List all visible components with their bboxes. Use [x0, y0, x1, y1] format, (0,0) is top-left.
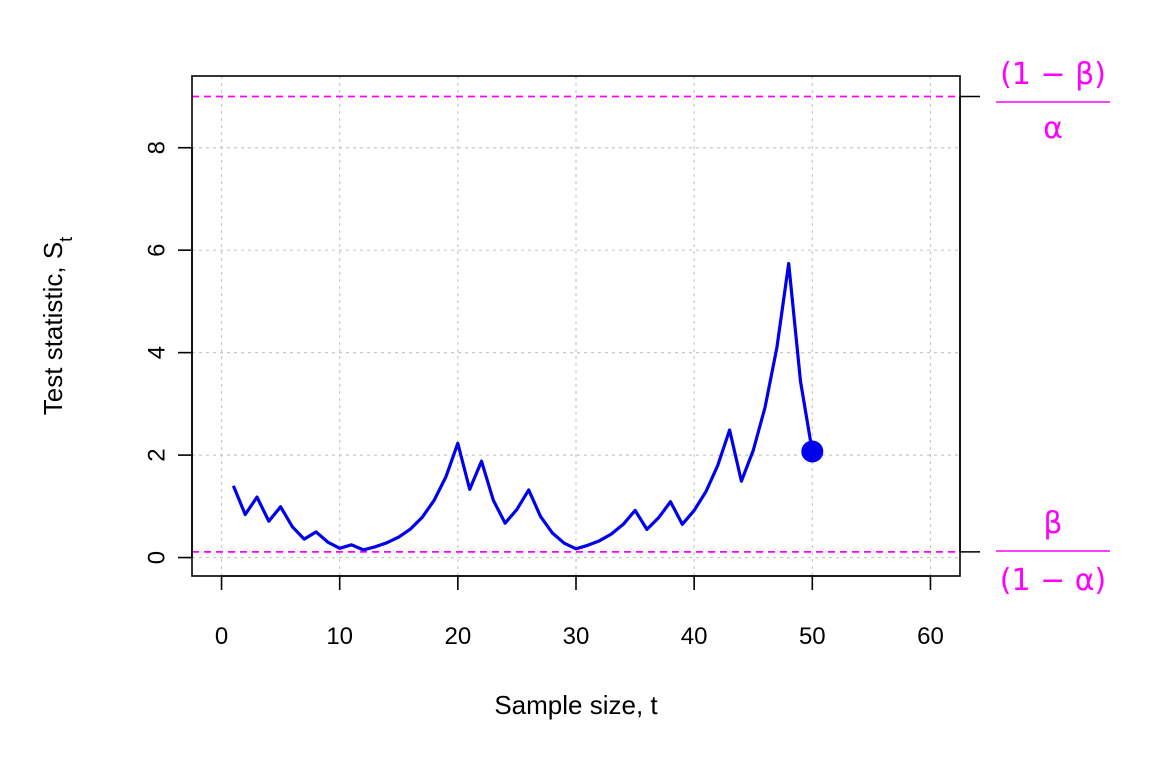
y-tick-label: 4 — [143, 346, 170, 359]
x-tick-label: 0 — [215, 623, 228, 650]
series-layer — [231, 261, 824, 552]
y-axis-label-subscript: t — [56, 237, 76, 242]
y-axis: 0 2 4 6 8 — [143, 141, 193, 564]
y-axis-label: Test statistic, St — [38, 237, 76, 415]
x-tick-label: 10 — [326, 623, 353, 650]
x-tick-label: 30 — [563, 623, 590, 650]
lower-boundary-label: β (1 − α) — [996, 506, 1110, 598]
x-tick-label: 40 — [681, 623, 708, 650]
boundary-lines — [192, 95, 960, 553]
final-point-marker — [801, 440, 824, 463]
upper-boundary-label: (1 − β) α — [996, 57, 1110, 146]
y-axis-label-main: Test statistic, S — [38, 242, 68, 415]
series-line-0 — [231, 261, 814, 552]
y-tick-label: 8 — [143, 141, 170, 154]
lower-boundary-denominator: (1 − α) — [1000, 563, 1106, 598]
plot-frame — [191, 75, 961, 577]
x-axis-label: Sample size, t — [494, 690, 658, 720]
y-tick-label: 6 — [143, 244, 170, 257]
x-tick-label: 20 — [444, 623, 471, 650]
grid-lines — [192, 76, 960, 576]
lower-boundary-numerator: β — [1043, 506, 1062, 541]
y-tick-label: 0 — [143, 551, 170, 564]
right-axis — [959, 95, 980, 553]
x-axis: 0 10 20 30 40 50 60 — [215, 575, 944, 650]
y-tick-label: 2 — [143, 448, 170, 461]
x-tick-label: 50 — [799, 623, 826, 650]
x-tick-label: 60 — [917, 623, 944, 650]
upper-boundary-numerator: (1 − β) — [1000, 57, 1106, 92]
upper-boundary-denominator: α — [1043, 111, 1063, 146]
